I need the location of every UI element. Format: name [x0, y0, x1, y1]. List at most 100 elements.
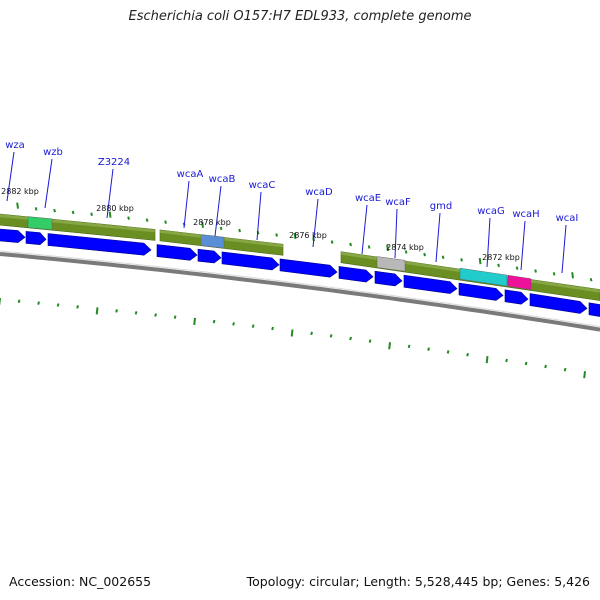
- tick-mark: [330, 240, 334, 244]
- position-label: 2878 kbp: [193, 218, 231, 227]
- tick-mark: [497, 263, 500, 268]
- tick-mark: [349, 242, 352, 247]
- tick-mark: [290, 329, 294, 337]
- feature-highlight: [27, 216, 53, 231]
- tick-mark: [76, 305, 79, 309]
- label-pointer: [183, 180, 190, 229]
- gene-arrow: [0, 228, 26, 243]
- label-pointer: [312, 198, 319, 248]
- gene-label-wcaH: wcaH: [512, 209, 539, 220]
- tick-mark: [485, 356, 489, 364]
- map-title: Escherichia coli O157:H7 EDL933, complet…: [128, 9, 472, 24]
- tick-mark: [368, 339, 372, 343]
- tick-mark: [90, 212, 93, 217]
- tick-mark: [388, 342, 391, 350]
- label-pointer: [6, 151, 15, 202]
- tick-mark: [466, 353, 469, 357]
- gene-arrow: [156, 244, 198, 261]
- gene-arrow: [25, 231, 47, 246]
- tick-mark: [349, 336, 352, 341]
- feature-highlight: [507, 274, 532, 290]
- label-pointer: [106, 168, 114, 219]
- tick-mark: [56, 303, 60, 307]
- label-pointer: [486, 217, 491, 268]
- tick-mark: [164, 220, 167, 224]
- position-label: 2876 kbp: [289, 231, 327, 240]
- tick-mark: [446, 350, 450, 354]
- tick-mark: [460, 258, 463, 262]
- tick-mark: [427, 347, 430, 351]
- gene-label-wza: wza: [5, 140, 25, 151]
- tick-mark: [544, 364, 547, 369]
- position-label: 2872 kbp: [482, 253, 520, 262]
- gene-label-wzb: wzb: [43, 147, 63, 158]
- gene-labels: wza wzb Z3224 wcaA wcaB wcaC wcaD wcaE wcaF gmd wc…: [5, 140, 578, 224]
- lower-tick-marks: [0, 298, 586, 379]
- feature-highlight: [200, 234, 225, 249]
- gene-arrow: [47, 233, 152, 256]
- gene-arrow: [221, 251, 280, 271]
- genome-stats-text: Topology: circular; Length: 5,528,445 bp…: [246, 574, 590, 589]
- tick-mark: [404, 250, 408, 254]
- gene-label-wcaG: wcaG: [477, 206, 505, 217]
- tick-mark: [505, 358, 508, 363]
- tick-mark: [367, 245, 371, 249]
- tick-mark: [16, 202, 19, 209]
- tick-mark: [95, 307, 99, 315]
- position-label: 2880 kbp: [96, 204, 134, 213]
- feature-highlight: [376, 256, 406, 272]
- position-label: 2874 kbp: [386, 243, 424, 252]
- tick-mark: [515, 266, 519, 270]
- tick-mark: [34, 207, 38, 211]
- tick-mark: [37, 301, 40, 305]
- backbone-highlight: [0, 250, 600, 328]
- tick-mark: [193, 317, 196, 325]
- tick-mark: [589, 277, 593, 282]
- tick-mark: [478, 257, 482, 265]
- feature-bands: [0, 213, 600, 301]
- gene-arrow: [458, 282, 504, 301]
- label-pointer: [561, 224, 567, 274]
- position-label: 2882 kbp: [1, 187, 39, 196]
- accession-text: Accession: NC_002655: [9, 574, 152, 589]
- tick-mark: [563, 367, 567, 372]
- tick-mark: [17, 299, 21, 304]
- tick-mark: [219, 226, 223, 231]
- tick-mark: [115, 309, 118, 313]
- label-pointer: [394, 208, 398, 259]
- label-pointer: [435, 212, 441, 263]
- gene-arrow: [338, 266, 374, 283]
- tick-mark: [583, 371, 586, 379]
- tick-mark: [232, 322, 235, 326]
- tick-mark: [145, 218, 149, 222]
- feature-highlight: [459, 267, 508, 287]
- tick-mark: [310, 331, 313, 336]
- gene-label-wcaA: wcaA: [177, 169, 204, 180]
- gene-label-wcaC: wcaC: [249, 180, 276, 191]
- backbone-line: [0, 252, 600, 332]
- label-pointer: [361, 204, 368, 255]
- tick-mark: [134, 311, 138, 315]
- label-pointers: [6, 151, 567, 274]
- tick-mark: [173, 315, 177, 319]
- gene-arrow: [403, 274, 458, 294]
- position-labels: 2882 kbp 2880 kbp 2878 kbp 2876 kbp 2874 kbp…: [1, 187, 520, 262]
- tick-mark: [571, 272, 574, 279]
- tick-mark: [212, 319, 216, 324]
- tick-mark: [524, 361, 528, 366]
- label-pointer: [214, 185, 222, 237]
- tick-mark: [108, 211, 112, 218]
- gene-label-gmd: gmd: [430, 201, 452, 212]
- tick-mark: [201, 221, 204, 228]
- tick-mark: [251, 324, 255, 328]
- tick-mark: [329, 334, 333, 338]
- gene-label-wcaF: wcaF: [385, 197, 411, 208]
- gene-arrow: [504, 289, 529, 305]
- tick-mark: [423, 252, 426, 257]
- tick-mark: [127, 216, 130, 220]
- gene-arrow: [279, 258, 338, 278]
- gene-label-wcaD: wcaD: [305, 187, 333, 198]
- gene-arrows: [0, 228, 600, 317]
- tick-mark: [238, 228, 241, 233]
- tick-mark: [271, 326, 274, 331]
